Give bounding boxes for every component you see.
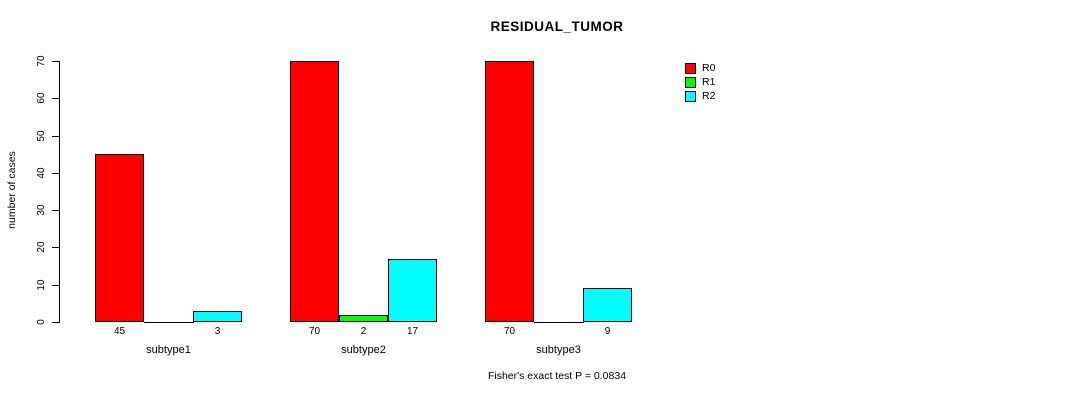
legend-swatch-R1 <box>685 76 696 88</box>
bar-R0-subtype2 <box>290 61 339 322</box>
chart-title: RESIDUAL_TUMOR <box>490 19 624 34</box>
y-axis-label: number of cases <box>6 151 18 229</box>
legend-entry-R2: R2 <box>685 90 715 102</box>
bar-value-label: 45 <box>113 326 126 337</box>
bar-R2-subtype1 <box>193 310 242 322</box>
legend-swatch-R2 <box>685 90 696 102</box>
bar-R1-subtype2 <box>339 314 388 322</box>
y-tick-label: 70 <box>36 55 47 67</box>
y-tick-label: 10 <box>36 279 47 291</box>
y-tick <box>52 172 59 174</box>
legend-label: R0 <box>702 62 716 74</box>
y-tick <box>52 322 59 323</box>
x-category-label: subtype3 <box>536 344 581 356</box>
bar-value-label: 17 <box>406 326 419 337</box>
y-tick-label: 20 <box>36 241 47 253</box>
bar-R1-subtype3 <box>534 322 584 323</box>
y-tick-label: 30 <box>36 204 47 216</box>
x-category-label: subtype1 <box>146 344 191 356</box>
bar-R2-subtype2 <box>388 258 437 322</box>
bar-R1-subtype1 <box>144 322 194 323</box>
bar-value-label: 3 <box>214 326 221 337</box>
bar-R0-subtype3 <box>485 61 534 322</box>
legend-entry-R0: R0 <box>685 62 715 74</box>
y-tick-label: 40 <box>36 167 47 179</box>
legend-entry-R1: R1 <box>685 76 715 88</box>
legend-label: R2 <box>702 90 716 102</box>
y-tick <box>52 61 59 62</box>
bar-R2-subtype3 <box>583 288 632 322</box>
bar-value-label: 2 <box>360 326 367 337</box>
y-tick-label: 0 <box>36 319 47 325</box>
y-tick <box>52 284 59 286</box>
y-tick <box>52 247 59 249</box>
y-tick <box>52 135 59 137</box>
y-tick-label: 50 <box>36 130 47 142</box>
y-axis-line <box>59 61 60 323</box>
legend-label: R1 <box>702 76 716 88</box>
y-tick <box>52 210 59 212</box>
bar-value-label: 70 <box>308 326 321 337</box>
y-tick <box>52 98 59 100</box>
stat-note: Fisher's exact test P = 0.0834 <box>487 370 627 382</box>
bar-value-label: 70 <box>503 326 516 337</box>
bar-value-label: 9 <box>604 326 611 337</box>
y-tick-label: 60 <box>36 92 47 104</box>
bar-R0-subtype1 <box>95 154 144 322</box>
legend: R0 R1 R2 <box>685 62 715 104</box>
x-category-label: subtype2 <box>341 344 386 356</box>
legend-swatch-R0 <box>685 62 696 74</box>
